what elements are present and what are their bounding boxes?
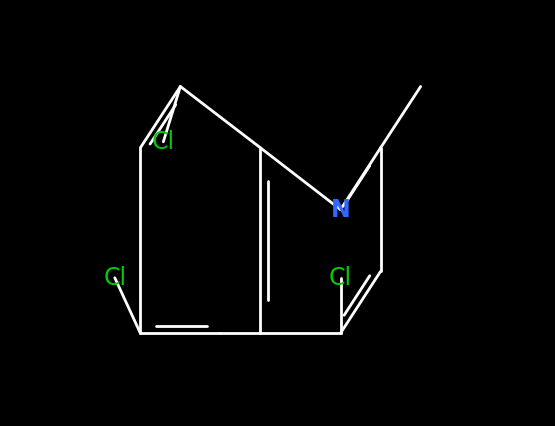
Text: N: N [331, 198, 350, 222]
Text: Cl: Cl [329, 266, 352, 290]
Text: Cl: Cl [152, 130, 175, 154]
Text: Cl: Cl [103, 266, 127, 290]
